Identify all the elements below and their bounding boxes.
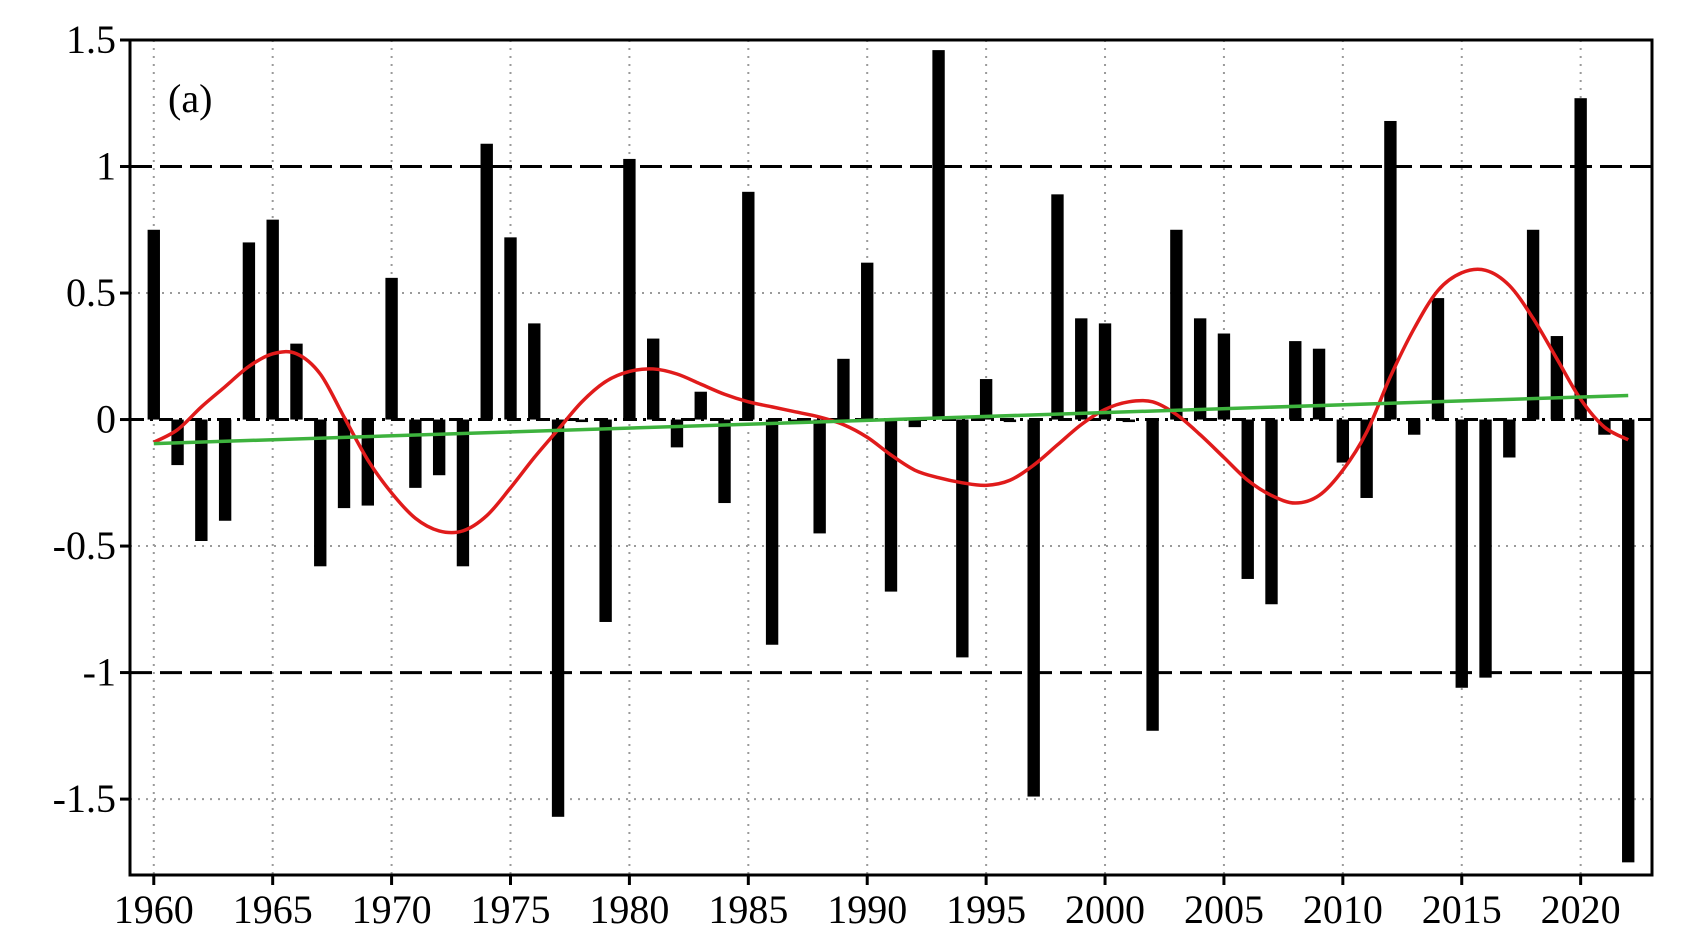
bar bbox=[1431, 298, 1445, 420]
y-tick-label: -1.5 bbox=[53, 776, 116, 821]
bar bbox=[575, 419, 589, 423]
bar bbox=[1122, 419, 1135, 423]
bar bbox=[290, 343, 303, 420]
bar bbox=[195, 419, 208, 541]
bar bbox=[908, 419, 921, 428]
bar bbox=[1098, 323, 1112, 420]
bar bbox=[1622, 419, 1635, 863]
bar bbox=[504, 237, 517, 420]
bar bbox=[1526, 229, 1540, 420]
x-tick-label: 2005 bbox=[1184, 887, 1264, 932]
bar bbox=[480, 143, 493, 420]
axis-labels: 1.5 1 0.5 0 -0.5 -1 -1.5 1960 1965 1970 1975 1980 19… bbox=[53, 17, 1621, 932]
y-tick-label: 1 bbox=[96, 144, 116, 189]
bar-series bbox=[147, 50, 1635, 863]
bar bbox=[242, 242, 256, 420]
bar bbox=[694, 391, 707, 420]
bar bbox=[956, 419, 969, 658]
bar bbox=[1384, 120, 1397, 420]
bar bbox=[266, 219, 279, 420]
bar bbox=[1146, 419, 1159, 731]
bar bbox=[718, 419, 731, 504]
x-tick-label: 1975 bbox=[471, 887, 551, 932]
x-tick-label: 2015 bbox=[1422, 887, 1502, 932]
bar bbox=[1289, 341, 1302, 420]
x-tick-label: 1960 bbox=[114, 887, 194, 932]
y-tick-label: -1 bbox=[83, 650, 116, 695]
x-tick-label: 1995 bbox=[946, 887, 1026, 932]
x-tick-label: 1970 bbox=[352, 887, 432, 932]
bar bbox=[1241, 419, 1254, 579]
y-tick-label: 0.5 bbox=[66, 270, 116, 315]
trend-line bbox=[153, 393, 1629, 446]
bar bbox=[385, 277, 398, 420]
line-series bbox=[152, 267, 1630, 535]
bar bbox=[147, 229, 160, 420]
bar bbox=[1003, 419, 1017, 423]
bar bbox=[1193, 318, 1207, 420]
bar bbox=[1265, 419, 1278, 605]
bar bbox=[1574, 98, 1587, 420]
bar bbox=[789, 419, 803, 423]
x-tick-label: 1980 bbox=[589, 887, 669, 932]
y-tick-label: 1.5 bbox=[66, 17, 116, 62]
bar bbox=[1217, 333, 1231, 420]
bar bbox=[314, 419, 327, 567]
bar bbox=[528, 323, 541, 420]
bar bbox=[1336, 419, 1350, 463]
x-tick-label: 1990 bbox=[827, 887, 907, 932]
bar bbox=[742, 191, 755, 420]
bar bbox=[647, 338, 660, 420]
bar bbox=[456, 419, 470, 567]
bar bbox=[861, 262, 874, 420]
bar bbox=[813, 419, 826, 534]
x-tick-label: 2010 bbox=[1303, 887, 1383, 932]
plot-frame bbox=[128, 38, 1654, 877]
y-tick-label: 0 bbox=[96, 397, 116, 442]
bar bbox=[551, 419, 565, 817]
bar bbox=[1408, 419, 1421, 435]
bar bbox=[765, 419, 779, 645]
bar bbox=[932, 50, 945, 420]
bar bbox=[1075, 318, 1088, 420]
bar bbox=[1051, 194, 1064, 420]
bar bbox=[409, 419, 422, 488]
bar bbox=[884, 419, 898, 592]
bar bbox=[837, 358, 850, 420]
bar bbox=[1170, 229, 1183, 420]
x-tick-label: 2020 bbox=[1541, 887, 1621, 932]
x-tick-label: 1985 bbox=[708, 887, 788, 932]
bar bbox=[1027, 419, 1040, 797]
smoothed-curve bbox=[152, 267, 1630, 535]
bar bbox=[1312, 348, 1326, 420]
panel-label: (a) bbox=[168, 76, 212, 121]
bar bbox=[337, 419, 351, 509]
bar bbox=[1503, 419, 1516, 458]
bar bbox=[432, 419, 446, 476]
y-tick-label: -0.5 bbox=[53, 523, 116, 568]
bar bbox=[623, 158, 636, 420]
bar bbox=[599, 419, 612, 622]
plot-border bbox=[128, 38, 1654, 877]
x-tick-label: 2000 bbox=[1065, 887, 1145, 932]
bar bbox=[979, 379, 993, 420]
bar bbox=[218, 419, 232, 521]
x-tick-label: 1965 bbox=[233, 887, 313, 932]
bar bbox=[1455, 419, 1468, 688]
bar bbox=[670, 419, 684, 448]
bar bbox=[1479, 419, 1492, 678]
